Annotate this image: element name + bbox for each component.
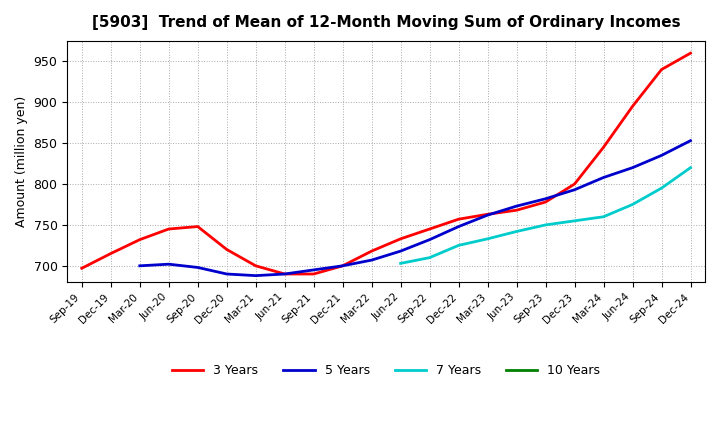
5 Years <box>657 153 666 158</box>
3 Years <box>686 51 695 56</box>
Y-axis label: Amount (million yen): Amount (million yen) <box>15 96 28 227</box>
5 Years <box>483 213 492 218</box>
3 Years <box>164 226 173 231</box>
7 Years <box>629 202 637 207</box>
5 Years <box>280 271 289 277</box>
Line: 3 Years: 3 Years <box>82 53 690 274</box>
7 Years <box>599 214 608 220</box>
3 Years <box>396 236 405 242</box>
3 Years <box>570 181 579 187</box>
Line: 7 Years: 7 Years <box>400 168 690 264</box>
3 Years <box>657 67 666 72</box>
7 Years <box>426 255 434 260</box>
3 Years <box>483 212 492 217</box>
7 Years <box>483 236 492 242</box>
5 Years <box>454 224 463 229</box>
7 Years <box>657 186 666 191</box>
3 Years <box>310 271 318 277</box>
3 Years <box>107 251 115 256</box>
5 Years <box>512 203 521 209</box>
5 Years <box>194 265 202 270</box>
5 Years <box>164 261 173 267</box>
3 Years <box>78 266 86 271</box>
3 Years <box>454 216 463 222</box>
3 Years <box>367 249 376 254</box>
7 Years <box>570 218 579 224</box>
5 Years <box>338 263 347 268</box>
3 Years <box>629 104 637 109</box>
7 Years <box>512 229 521 234</box>
5 Years <box>222 271 231 277</box>
7 Years <box>454 243 463 248</box>
3 Years <box>426 226 434 231</box>
3 Years <box>194 224 202 229</box>
7 Years <box>541 222 550 227</box>
5 Years <box>426 237 434 242</box>
5 Years <box>135 263 144 268</box>
3 Years <box>338 263 347 268</box>
5 Years <box>310 267 318 272</box>
3 Years <box>541 199 550 205</box>
5 Years <box>570 187 579 192</box>
Legend: 3 Years, 5 Years, 7 Years, 10 Years: 3 Years, 5 Years, 7 Years, 10 Years <box>167 359 606 382</box>
5 Years <box>629 165 637 170</box>
7 Years <box>396 261 405 266</box>
Title: [5903]  Trend of Mean of 12-Month Moving Sum of Ordinary Incomes: [5903] Trend of Mean of 12-Month Moving … <box>92 15 680 30</box>
3 Years <box>599 145 608 150</box>
5 Years <box>541 196 550 202</box>
3 Years <box>135 237 144 242</box>
5 Years <box>367 257 376 263</box>
Line: 5 Years: 5 Years <box>140 141 690 275</box>
3 Years <box>222 247 231 252</box>
5 Years <box>599 175 608 180</box>
5 Years <box>686 138 695 143</box>
3 Years <box>251 263 260 268</box>
5 Years <box>396 249 405 254</box>
3 Years <box>280 271 289 277</box>
3 Years <box>512 208 521 213</box>
5 Years <box>251 273 260 278</box>
7 Years <box>686 165 695 170</box>
